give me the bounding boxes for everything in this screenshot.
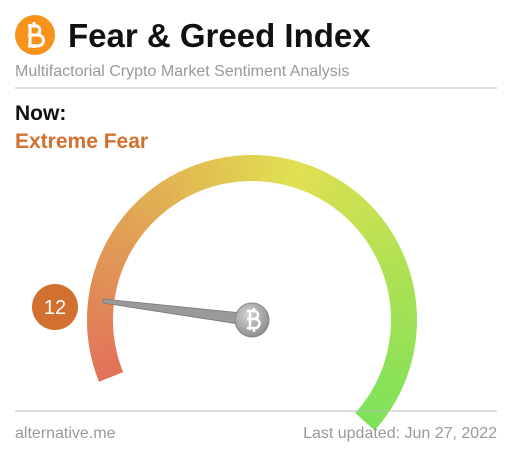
gauge-segment — [87, 295, 115, 307]
last-updated: Last updated: Jun 27, 2022 — [303, 425, 497, 442]
gauge-segment — [377, 250, 406, 269]
gauge-segment — [375, 375, 404, 395]
gauge-segment — [387, 283, 415, 297]
gauge-segment — [290, 161, 307, 189]
gauge-segment — [108, 230, 136, 251]
gauge-segment — [381, 361, 410, 379]
gauge-segment — [97, 253, 125, 271]
gauge-segment — [94, 261, 123, 278]
gauge-segment — [202, 160, 218, 188]
title: Fear & Greed Index — [68, 17, 371, 54]
gauge-segment — [364, 395, 391, 418]
gauge-segment — [304, 167, 323, 195]
gauge-segment — [380, 258, 409, 276]
gauge-segment — [366, 227, 394, 249]
gauge-segment — [268, 156, 282, 184]
gauge-segment — [347, 200, 373, 225]
gauge-segment — [276, 157, 290, 185]
gauge-segment — [87, 328, 114, 340]
gauge-segment — [368, 389, 396, 410]
gauge-segment — [374, 242, 402, 262]
gauge-segment — [100, 245, 129, 265]
gauge-segment — [355, 407, 381, 431]
gauge-segment — [178, 168, 197, 196]
gauge-segment — [95, 364, 124, 382]
gauge-segment — [372, 382, 400, 403]
gauge-segment — [384, 354, 412, 371]
gauge-segment — [311, 170, 331, 198]
gauge-segment — [388, 291, 416, 304]
gauge-segment — [370, 234, 398, 255]
gauge-segment — [113, 222, 140, 245]
value-label: 12 — [44, 297, 66, 319]
gauge-segment — [170, 172, 191, 200]
source: alternative.me — [15, 425, 116, 442]
hub-bitcoin-mark — [247, 308, 261, 332]
gauge-segment — [141, 191, 166, 217]
gauge-segment — [210, 158, 226, 186]
needle-group — [102, 298, 270, 338]
gauge-segment — [383, 266, 411, 283]
gauge-segment — [336, 189, 360, 215]
gauge-segment — [89, 343, 117, 357]
gauge-arc — [87, 155, 417, 431]
gauge-segment — [389, 332, 417, 345]
gauge-segment — [129, 202, 155, 227]
gauge-segment — [362, 220, 389, 243]
gauge-segment — [236, 155, 248, 182]
gauge-segment — [324, 179, 346, 206]
gauge-segment — [155, 180, 178, 208]
gauge-segment — [385, 274, 413, 290]
gauge-segment — [283, 159, 299, 187]
gauge-segment — [194, 162, 211, 190]
gauge-segment — [352, 206, 379, 231]
gauge-segment — [342, 194, 367, 220]
gauge-segment — [104, 237, 132, 258]
gauge-segment — [93, 357, 121, 374]
gauge-segment — [87, 303, 114, 315]
gauge-segment — [388, 340, 416, 354]
gauge-segment — [330, 183, 353, 210]
gauge-segment — [228, 155, 240, 183]
gauge-segment — [379, 368, 407, 387]
gauge-segment — [92, 269, 120, 286]
gauge-segment — [219, 156, 233, 184]
gauge-segment — [118, 215, 145, 239]
gauge-segment — [186, 165, 204, 193]
gauge-segment — [386, 347, 414, 362]
gauge-segment — [359, 401, 386, 425]
bitcoin-logo — [15, 15, 55, 55]
value-badge — [32, 284, 78, 330]
gauge-segment — [390, 300, 417, 312]
subtitle: Multifactorial Crypto Market Sentiment A… — [15, 63, 349, 80]
gauge-segment — [88, 335, 116, 349]
classification: Extreme Fear — [15, 130, 148, 153]
gauge-segment — [390, 325, 417, 336]
gauge-segment — [88, 286, 116, 300]
gauge-segment — [90, 277, 118, 293]
gauge-segment — [91, 350, 119, 366]
gauge-segment — [261, 155, 273, 183]
gauge-segment — [297, 164, 315, 192]
gauge-segment — [317, 174, 339, 202]
gauge-segment — [357, 213, 384, 237]
gauge-segment — [135, 196, 160, 222]
gauge-segment — [162, 176, 184, 204]
gauge-segment — [123, 209, 150, 233]
now-label: Now: — [15, 102, 66, 125]
gauge-segment — [148, 185, 172, 212]
